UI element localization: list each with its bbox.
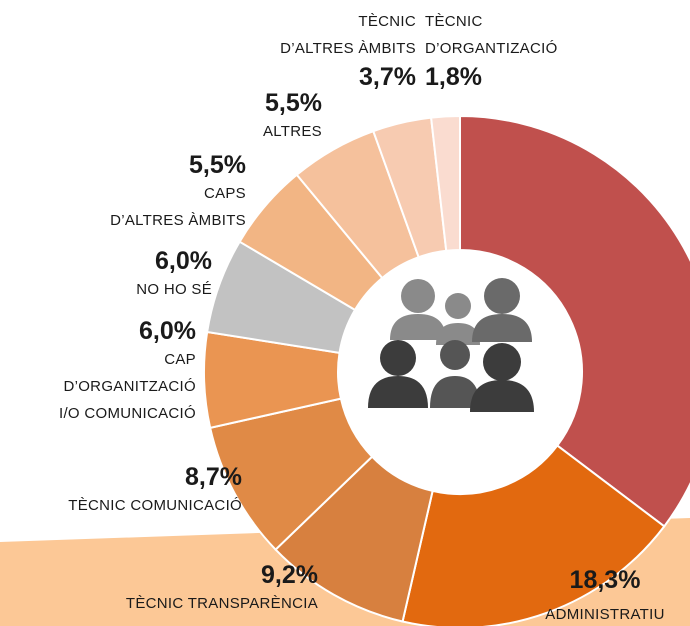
slice-label: 1,8% TÈCNIC D’ORGANTIZACIÓ	[425, 8, 558, 92]
slice-label: 18,3% ADMINISTRATIU	[530, 565, 680, 626]
slice-label: 3,7% TÈCNIC D’ALTRES ÀMBITS	[280, 8, 416, 92]
value-label: 9,2%	[261, 561, 318, 589]
slice-label: 6,0% CAP D’ORGANITZACIÓ I/O COMUNICACIÓ	[59, 316, 196, 427]
donut-hole	[338, 250, 582, 494]
category-label: TÈCNIC TRANSPARÈNCIA	[125, 595, 318, 612]
category-label: CAPS D’ALTRES ÀMBITS	[110, 185, 246, 229]
value-label: 5,5%	[189, 151, 246, 179]
value-label: 5,5%	[265, 89, 322, 117]
slice-label: 6,0% NO HO SÉ	[136, 246, 212, 303]
category-label: ADMINISTRATIU	[545, 606, 665, 623]
value-label: 3,7%	[359, 63, 416, 91]
slice-label: 9,2% TÈCNIC TRANSPARÈNCIA	[126, 560, 318, 617]
people-icon	[368, 278, 534, 412]
category-label: TÈCNIC COMUNICACIÓ	[68, 497, 242, 514]
category-label: NO HO SÉ	[136, 281, 212, 298]
category-label: CAP D’ORGANITZACIÓ I/O COMUNICACIÓ	[58, 351, 196, 422]
value-label: 8,7%	[185, 463, 242, 491]
slice-label: 5,5% ALTRES	[263, 88, 322, 145]
value-label: 6,0%	[155, 247, 212, 275]
slice-label: 8,7% TÈCNIC COMUNICACIÓ	[68, 462, 242, 519]
category-label: TÈCNIC D’ORGANTIZACIÓ	[425, 13, 558, 57]
value-label: 1,8%	[425, 63, 482, 91]
category-label: TÈCNIC D’ALTRES ÀMBITS	[280, 13, 416, 57]
slices	[203, 114, 690, 626]
value-label: 6,0%	[139, 317, 196, 345]
category-label: ALTRES	[262, 123, 322, 140]
value-label: 18,3%	[569, 566, 641, 594]
slice-label: 5,5% CAPS D’ALTRES ÀMBITS	[110, 150, 246, 234]
